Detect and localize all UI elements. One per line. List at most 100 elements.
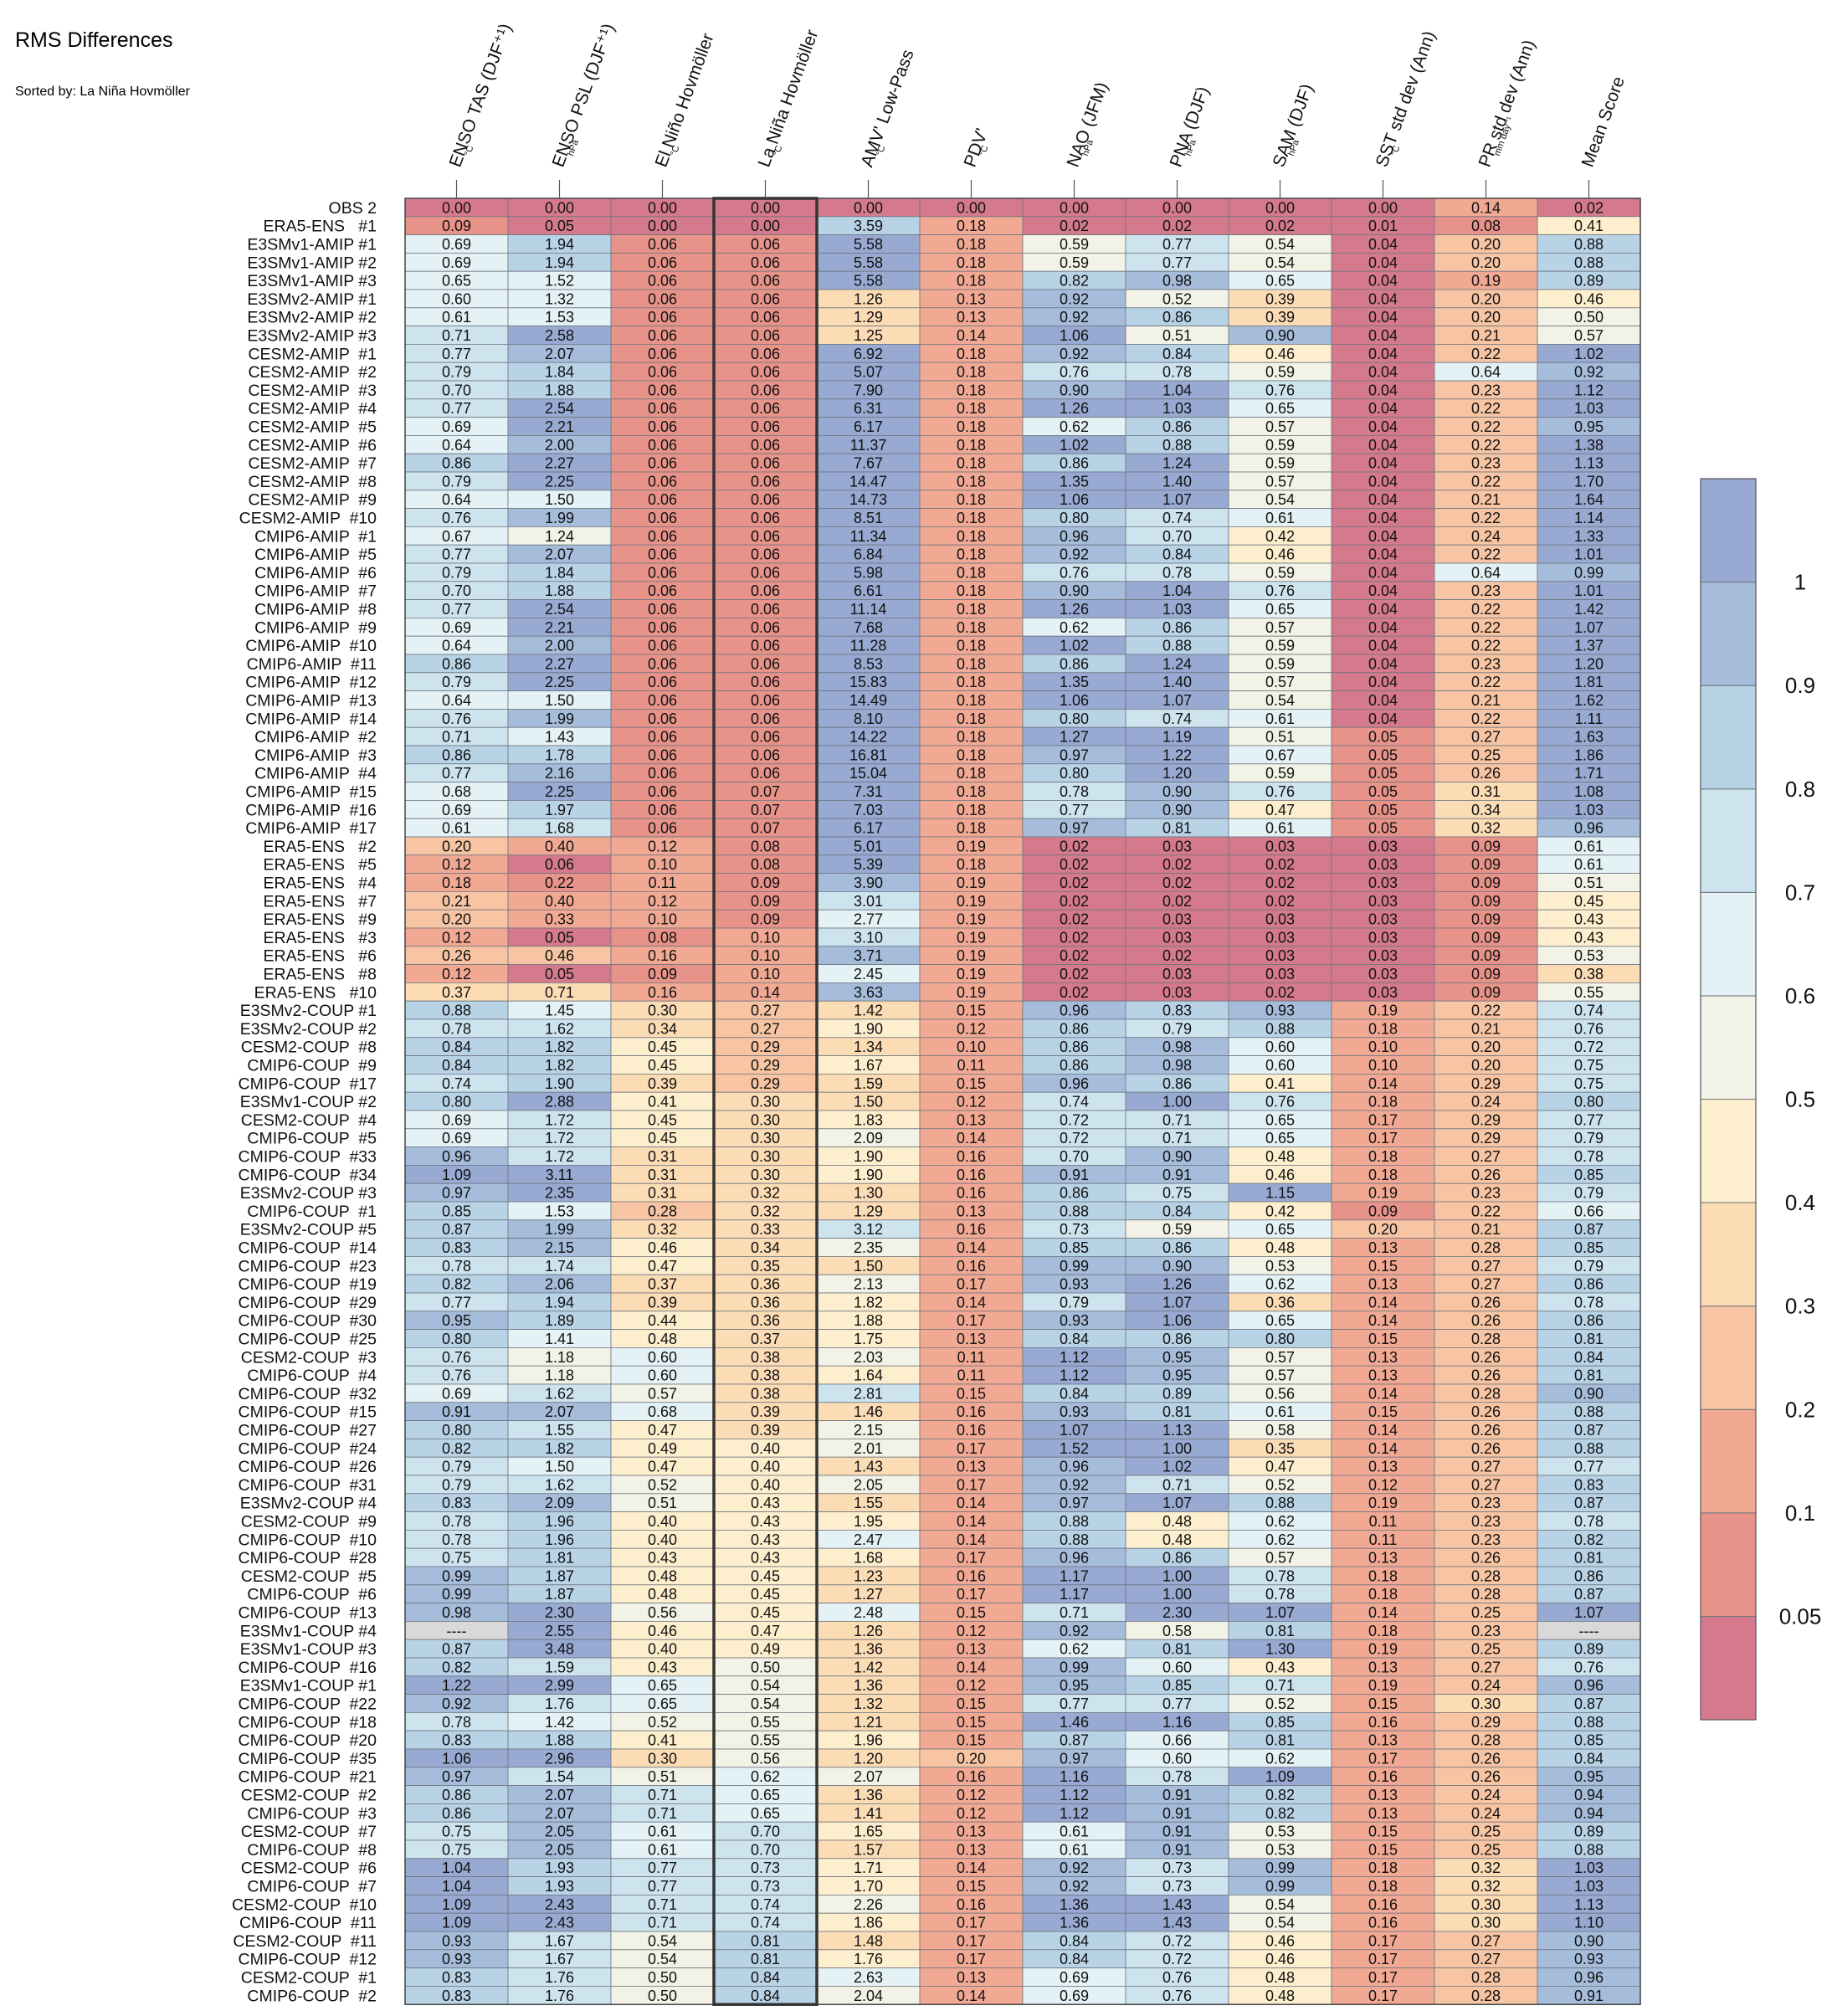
cell-value: 0.66 xyxy=(1162,1732,1192,1749)
cell-value: 0.59 xyxy=(1060,236,1089,253)
cell-value: 1.40 xyxy=(1162,674,1192,690)
cell-value: 0.71 xyxy=(1162,1476,1192,1493)
cell-value: 1.55 xyxy=(545,1422,574,1439)
cell-value: 0.57 xyxy=(1265,1367,1295,1384)
cell-value: 0.03 xyxy=(1368,984,1398,1001)
cell-value: 0.84 xyxy=(1574,1349,1604,1366)
row-label: ERA5-ENS #6 xyxy=(264,947,377,966)
cell-value: 0.81 xyxy=(1162,1403,1192,1420)
cell-value: 0.69 xyxy=(1060,1969,1089,1986)
cell-value: 0.23 xyxy=(1471,1185,1501,1202)
cell-value: 0.21 xyxy=(1471,1221,1501,1238)
cell-value: 0.00 xyxy=(1368,199,1398,216)
cell-value: 2.15 xyxy=(545,1239,574,1256)
cell-value: 0.88 xyxy=(1060,1203,1089,1219)
row-label: CMIP6-COUP #34 xyxy=(239,1166,377,1184)
cell-value: 0.26 xyxy=(1471,1750,1501,1767)
cell-value: 0.13 xyxy=(957,290,986,307)
cell-value: 0.30 xyxy=(751,1148,780,1165)
cell-value: 0.40 xyxy=(751,1440,780,1457)
cell-value: 0.84 xyxy=(1060,1385,1089,1402)
cell-value: 1.97 xyxy=(545,802,574,818)
cell-value: 0.59 xyxy=(1265,638,1295,654)
cell-value: 0.19 xyxy=(957,966,986,982)
cell-value: 0.46 xyxy=(1265,546,1295,563)
cell-value: 0.39 xyxy=(648,1075,677,1092)
cell-value: 0.12 xyxy=(957,1677,986,1694)
cell-value: 0.26 xyxy=(1471,1294,1501,1311)
cell-value: 0.74 xyxy=(442,1075,471,1092)
cell-value: 0.80 xyxy=(1060,710,1089,727)
cell-value: 0.72 xyxy=(1060,1111,1089,1128)
cell-value: 0.04 xyxy=(1368,400,1398,417)
cell-value: 0.77 xyxy=(1574,1111,1604,1128)
cell-value: 0.70 xyxy=(1060,1148,1089,1165)
cell-value: 0.71 xyxy=(1162,1130,1192,1147)
cell-value: 0.03 xyxy=(1368,856,1398,873)
cell-value: 0.70 xyxy=(751,1841,780,1858)
row-label: CESM2-COUP #1 xyxy=(241,1969,377,1988)
row-label: CMIP6-COUP #32 xyxy=(239,1385,377,1403)
row-label: CMIP6-AMIP #4 xyxy=(254,765,377,783)
cell-value: 0.54 xyxy=(751,1695,780,1712)
cell-value: 0.46 xyxy=(545,947,574,964)
cell-value: 0.26 xyxy=(1471,1403,1501,1420)
cell-value: 0.99 xyxy=(1060,1258,1089,1275)
cell-value: 0.10 xyxy=(648,856,677,873)
cell-value: 0.60 xyxy=(1265,1057,1295,1074)
cell-value: 0.59 xyxy=(1265,655,1295,672)
cell-value: 1.06 xyxy=(1060,491,1089,508)
cell-value: 0.86 xyxy=(1162,418,1192,435)
cell-value: 0.10 xyxy=(751,947,780,964)
row-label: CMIP6-COUP #6 xyxy=(247,1586,377,1604)
cell-value: 0.26 xyxy=(1471,1367,1501,1384)
cell-value: 0.84 xyxy=(751,1969,780,1986)
cell-value: 0.14 xyxy=(957,1860,986,1876)
cell-value: 0.02 xyxy=(1060,893,1089,910)
row-label: CESM2-COUP #2 xyxy=(241,1787,377,1805)
cell-value: 0.06 xyxy=(751,619,780,636)
cell-value: 0.06 xyxy=(648,564,677,581)
cell-value: 0.18 xyxy=(957,236,986,253)
cell-value: 0.13 xyxy=(957,309,986,326)
cell-value: 0.60 xyxy=(442,290,471,307)
cell-value: 0.86 xyxy=(1574,1567,1604,1584)
cell-value: 0.42 xyxy=(1265,1203,1295,1219)
cell-value: 0.75 xyxy=(442,1841,471,1858)
cell-value: 0.88 xyxy=(1574,254,1604,271)
cell-value: 0.76 xyxy=(1060,364,1089,381)
cell-value: 0.98 xyxy=(1162,1039,1192,1055)
cell-value: 0.59 xyxy=(1162,1221,1192,1238)
cell-value: 0.23 xyxy=(1471,582,1501,599)
cell-value: 0.18 xyxy=(957,400,986,417)
cell-value: 2.43 xyxy=(545,1915,574,1931)
cell-value: 0.04 xyxy=(1368,510,1398,526)
cell-value: 0.15 xyxy=(1368,1695,1398,1712)
cell-value: 0.19 xyxy=(1368,1495,1398,1511)
colorbar-swatch xyxy=(1700,1408,1757,1514)
cell-value: 0.24 xyxy=(1471,528,1501,545)
cell-value: 0.96 xyxy=(1060,1075,1089,1092)
cell-value: 0.10 xyxy=(957,1039,986,1055)
cell-value: 0.16 xyxy=(957,1403,986,1420)
cell-value: 1.72 xyxy=(545,1111,574,1128)
cell-value: 1.26 xyxy=(1060,601,1089,618)
cell-value: 0.02 xyxy=(1162,856,1192,873)
cell-value: 3.48 xyxy=(545,1641,574,1658)
cell-value: 0.17 xyxy=(957,1312,986,1329)
cell-value: 0.19 xyxy=(957,947,986,964)
cell-value: 0.02 xyxy=(1060,984,1089,1001)
cell-value: 0.92 xyxy=(1060,546,1089,563)
row-label: CMIP6-COUP #15 xyxy=(239,1403,377,1422)
cell-value: 0.71 xyxy=(1162,1111,1192,1128)
cell-value: 0.56 xyxy=(751,1750,780,1767)
cell-value: 0.04 xyxy=(1368,236,1398,253)
cell-value: 2.05 xyxy=(854,1476,883,1493)
cell-value: 0.18 xyxy=(1368,1860,1398,1876)
cell-value: 1.32 xyxy=(854,1695,883,1712)
cell-value: 0.61 xyxy=(1265,820,1295,837)
cell-value: 1.27 xyxy=(854,1586,883,1603)
cell-value: 1.54 xyxy=(545,1768,574,1785)
cell-value: 0.06 xyxy=(648,710,677,727)
column-header: SST std dev (Ann) xyxy=(1373,28,1439,170)
